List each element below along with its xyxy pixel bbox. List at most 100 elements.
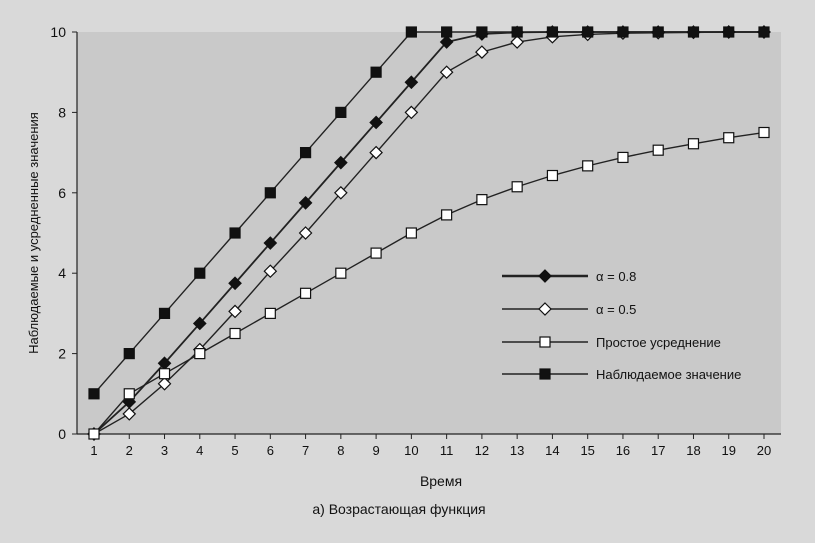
x-tick-label: 2 <box>126 443 133 458</box>
data-point <box>263 236 278 250</box>
data-point <box>475 45 489 59</box>
x-tick-label: 17 <box>651 443 665 458</box>
data-point <box>511 26 523 38</box>
data-point <box>88 388 100 400</box>
x-tick-label: 7 <box>302 443 309 458</box>
data-point <box>476 194 488 206</box>
data-point <box>264 187 276 199</box>
data-point <box>652 26 664 38</box>
data-point <box>335 106 347 119</box>
data-point <box>441 26 453 38</box>
x-tick-label: 14 <box>545 443 559 458</box>
data-point <box>546 26 559 38</box>
data-point <box>369 115 383 130</box>
x-tick-label: 16 <box>616 443 630 458</box>
x-tick-label: 10 <box>404 443 418 458</box>
data-point <box>370 247 382 259</box>
data-point <box>758 126 770 139</box>
data-point <box>229 227 241 239</box>
data-point <box>298 226 313 240</box>
x-tick-label: 11 <box>440 443 454 458</box>
legend-label: α = 0.5 <box>596 302 636 317</box>
x-tick-label: 6 <box>267 443 274 458</box>
y-tick-label: 10 <box>50 24 66 40</box>
data-point <box>404 75 419 90</box>
data-point <box>617 26 629 38</box>
x-tick-label: 1 <box>90 443 97 458</box>
data-point <box>194 267 206 279</box>
x-tick-label: 13 <box>510 443 524 458</box>
data-point <box>439 35 454 49</box>
data-point <box>405 227 417 239</box>
data-point <box>299 287 312 299</box>
data-point <box>228 304 242 319</box>
data-point <box>157 376 172 391</box>
x-tick-label: 9 <box>372 443 379 458</box>
data-point <box>723 132 735 144</box>
y-tick-label: 4 <box>58 265 66 281</box>
data-point <box>652 144 664 156</box>
y-tick-label: 0 <box>58 426 66 442</box>
data-point <box>194 348 206 360</box>
plot-area <box>77 32 781 434</box>
legend-label: Простое усреднение <box>596 335 721 350</box>
data-point <box>299 147 312 159</box>
data-point <box>335 267 347 279</box>
data-point <box>369 145 383 160</box>
x-tick-label: 20 <box>757 443 771 458</box>
data-point <box>158 368 171 380</box>
legend-label: α = 0.8 <box>596 269 636 284</box>
data-point <box>333 155 348 170</box>
data-point <box>123 388 135 400</box>
data-point <box>122 407 137 421</box>
data-point <box>229 327 241 340</box>
x-tick-label: 5 <box>231 443 238 458</box>
data-point <box>546 169 559 182</box>
data-point <box>123 348 135 360</box>
data-point <box>264 307 276 319</box>
x-tick-label: 15 <box>580 443 594 458</box>
x-axis-label: Время <box>420 473 462 489</box>
data-point <box>687 138 700 150</box>
data-point <box>511 181 523 193</box>
y-tick-label: 6 <box>58 185 66 201</box>
data-point <box>404 105 419 120</box>
y-axis-label: Наблюдаемые и усредненные значения <box>26 112 41 354</box>
x-tick-label: 3 <box>161 443 168 458</box>
legend: α = 0.8 α = 0.5 Простое усреднение Наблюдае… <box>502 269 741 382</box>
x-tick-label: 19 <box>722 443 736 458</box>
x-tick-label: 4 <box>196 443 203 458</box>
legend-marker <box>538 302 552 316</box>
data-point <box>228 276 242 291</box>
data-point <box>510 35 525 49</box>
data-point <box>263 264 278 279</box>
data-point <box>476 26 488 38</box>
x-tick-label: 12 <box>475 443 489 458</box>
data-point <box>298 196 313 210</box>
data-point <box>158 307 171 319</box>
data-point <box>439 65 454 80</box>
data-point <box>582 160 594 172</box>
legend-marker <box>539 336 551 348</box>
legend-marker <box>539 368 551 380</box>
y-tick-label: 2 <box>58 346 66 362</box>
data-point <box>88 428 100 440</box>
data-point <box>405 26 417 38</box>
series-markers <box>87 25 771 441</box>
data-point <box>370 66 382 78</box>
data-point <box>687 26 700 38</box>
data-point <box>441 209 453 221</box>
data-point <box>333 185 348 200</box>
data-point <box>617 151 629 164</box>
data-point <box>192 316 207 331</box>
data-point <box>582 26 594 38</box>
legend-label: Наблюдаемое значение <box>596 367 741 382</box>
legend-marker <box>538 269 552 283</box>
chart-caption: а) Возрастающая функция <box>312 501 485 517</box>
data-point <box>758 26 770 38</box>
x-tick-label: 18 <box>686 443 700 458</box>
y-tick-label: 8 <box>58 104 66 120</box>
